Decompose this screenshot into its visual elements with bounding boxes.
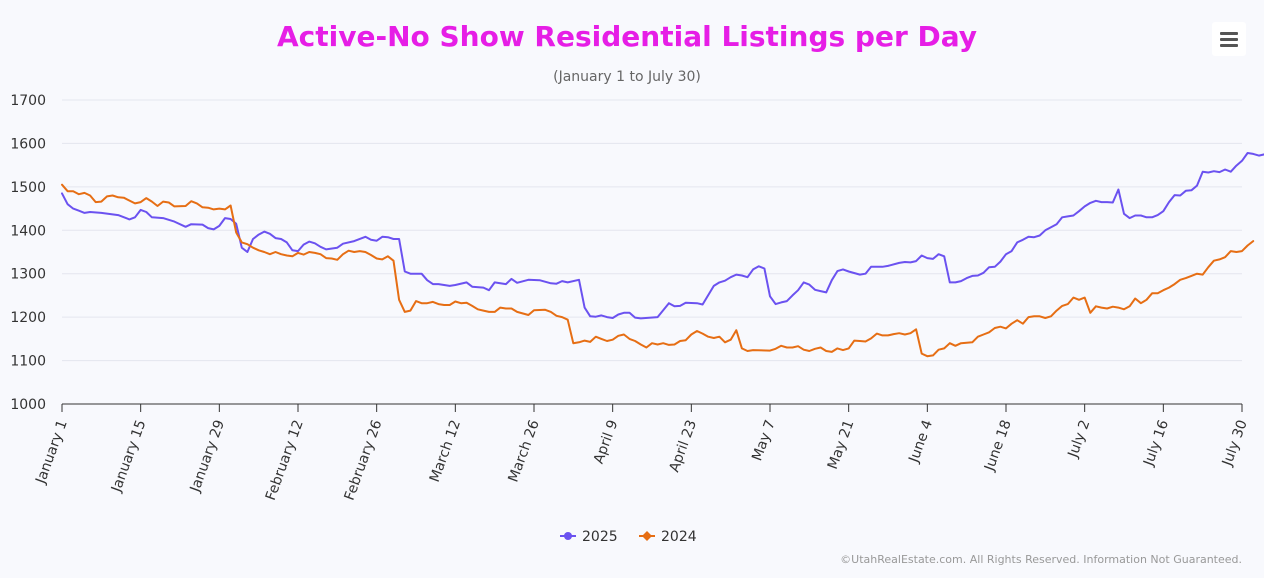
series-line-2025[interactable]	[61, 138, 1264, 320]
x-tick-label: January 15	[108, 418, 149, 495]
menu-bar-top	[1220, 31, 1238, 35]
x-tick-label: July 16	[1140, 418, 1172, 469]
grid-lines	[62, 99, 1242, 362]
y-axis-ticks: 1000 1100 1200 1300 1400 1500 1600 1700	[10, 93, 46, 413]
x-tick-label: February 26	[342, 418, 386, 503]
legend-label: 2025	[582, 529, 618, 545]
y-tick-label: 1000	[10, 397, 46, 413]
x-tick-label: July 30	[1219, 418, 1251, 469]
y-tick-label: 1200	[10, 310, 46, 326]
x-tick-label: April 9	[591, 418, 622, 466]
x-tick-label: January 29	[187, 418, 228, 495]
legend-label: 2024	[661, 529, 697, 545]
x-tick-label: July 2	[1065, 418, 1094, 461]
menu-bar-bottom	[1220, 43, 1238, 47]
x-tick-label: March 26	[506, 418, 543, 485]
y-tick-label: 1300	[10, 267, 46, 283]
x-axis-ticks: January 1 January 15 January 29 February 12…	[33, 404, 1251, 503]
legend-marker-diamond	[642, 531, 652, 541]
legend-item-2024[interactable]: 2024	[639, 529, 697, 545]
y-tick-label: 1700	[10, 93, 46, 109]
y-tick-label: 1400	[10, 223, 46, 239]
x-tick-label: April 23	[666, 418, 700, 474]
chart-credit: ©UtahRealEstate.com. All Rights Reserved…	[840, 553, 1242, 566]
legend-item-2025[interactable]: 2025	[560, 529, 618, 545]
y-tick-label: 1100	[10, 354, 46, 370]
chart-subtitle: (January 1 to July 30)	[553, 69, 701, 85]
x-tick-label: February 12	[263, 418, 307, 503]
legend: 2025 2024	[560, 529, 697, 545]
x-tick-label: June 4	[906, 418, 936, 466]
hamburger-menu-icon[interactable]	[1212, 22, 1246, 56]
menu-bar-middle	[1220, 37, 1238, 41]
x-tick-label: May 7	[749, 418, 779, 463]
series-lines	[61, 138, 1264, 358]
chart-title: Active-No Show Residential Listings per …	[277, 20, 977, 53]
series-line-2024[interactable]	[61, 183, 1255, 358]
legend-marker-circle	[564, 532, 572, 540]
x-tick-label: June 18	[981, 418, 1014, 474]
y-tick-label: 1600	[10, 136, 46, 152]
x-tick-label: January 1	[33, 418, 71, 487]
x-tick-label: March 12	[427, 418, 464, 485]
x-tick-label: May 21	[825, 418, 858, 472]
y-tick-label: 1500	[10, 180, 46, 196]
